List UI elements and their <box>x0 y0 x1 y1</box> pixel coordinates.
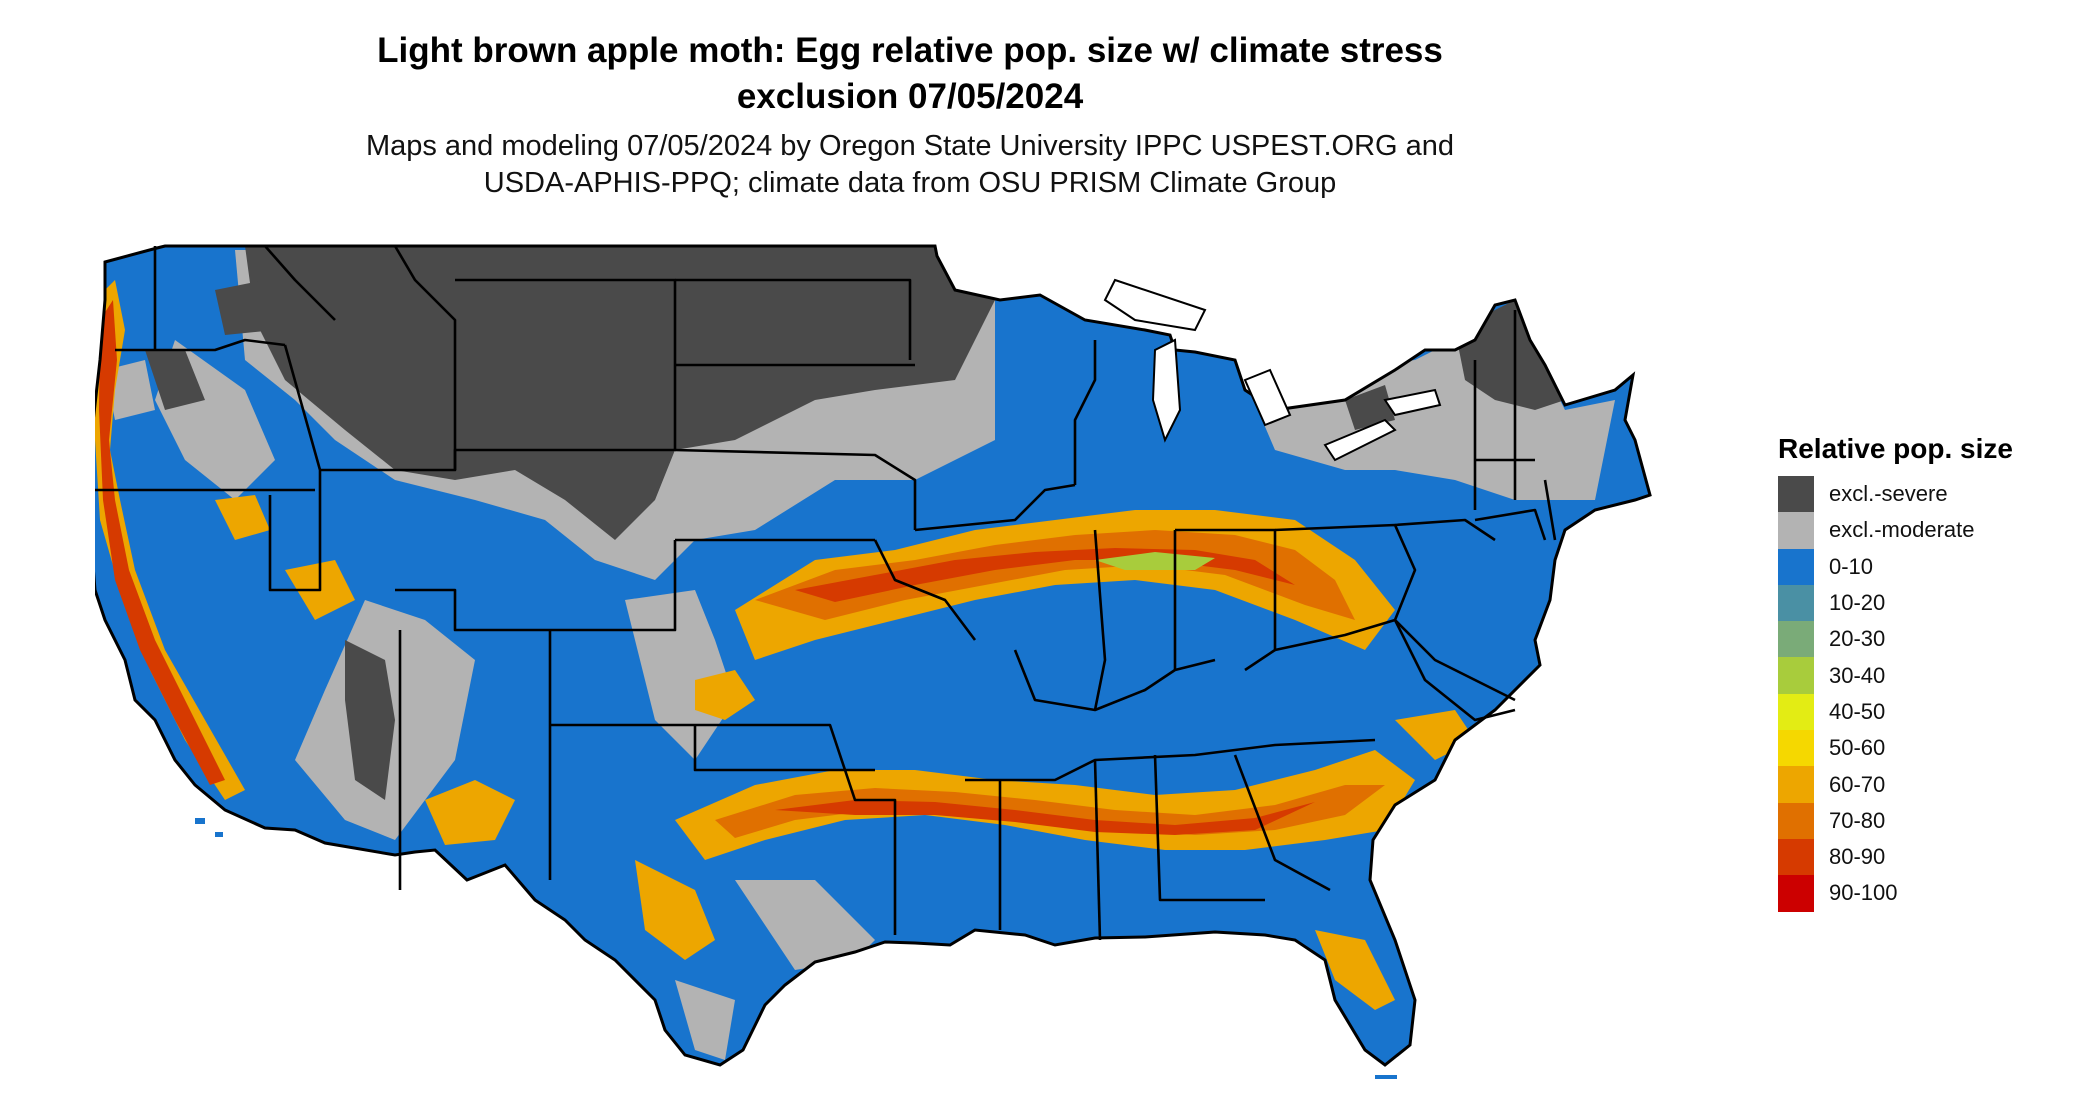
legend-label: 60-70 <box>1829 771 1886 797</box>
us-map <box>95 244 1652 1079</box>
legend-swatch <box>1778 621 1814 658</box>
legend-swatch <box>1778 584 1814 622</box>
legend-label: 80-90 <box>1829 844 1886 870</box>
legend-label: 20-30 <box>1829 626 1886 652</box>
legend-label: excl.-severe <box>1829 481 1948 507</box>
legend-item: 0-10 <box>1778 548 2013 585</box>
legend-item: 10-20 <box>1778 584 2013 622</box>
legend-swatch <box>1778 766 1814 803</box>
legend-item: 70-80 <box>1778 802 2013 839</box>
legend-swatch <box>1778 730 1814 767</box>
legend-items: excl.-severe excl.-moderate 0-10 10-20 20-30… <box>1778 476 2013 912</box>
legend-label: 70-80 <box>1829 807 1886 833</box>
legend-swatch <box>1778 657 1814 694</box>
map-title: Light brown apple moth: Egg relative pop… <box>350 28 1470 120</box>
legend-label: 40-50 <box>1829 698 1886 724</box>
state-borders <box>95 245 1557 941</box>
legend-label: excl.-moderate <box>1829 517 1975 543</box>
legend-item: excl.-moderate <box>1778 512 2013 549</box>
legend-label: 30-40 <box>1829 662 1886 688</box>
legend-swatch <box>1778 548 1814 585</box>
legend-item: 50-60 <box>1778 730 2013 767</box>
legend-label: 10-20 <box>1829 590 1886 616</box>
legend-item: 60-70 <box>1778 766 2013 803</box>
legend-swatch <box>1778 512 1814 549</box>
legend-title: Relative pop. size <box>1778 433 2013 464</box>
excl-severe-zone <box>145 246 1565 800</box>
legend-swatch <box>1778 838 1814 876</box>
southern-suitable-band <box>675 750 1415 860</box>
legend-label: 90-100 <box>1829 880 1898 906</box>
legend-item: 90-100 <box>1778 875 2013 912</box>
legend-item: 30-40 <box>1778 657 2013 694</box>
northern-suitable-band <box>735 510 1395 660</box>
map-subtitle-line2: USDA-APHIS-PPQ; climate data from OSU PR… <box>483 167 1337 199</box>
legend-item: 80-90 <box>1778 838 2013 876</box>
legend-swatch <box>1778 802 1814 839</box>
legend-label: 50-60 <box>1829 735 1886 761</box>
legend-swatch <box>1778 875 1814 912</box>
coastal-islands <box>195 818 1397 1079</box>
map-subtitle-line1: Maps and modeling 07/05/2024 by Oregon S… <box>365 130 1455 162</box>
legend-item: 40-50 <box>1778 693 2013 731</box>
west-coast-band <box>95 280 245 800</box>
legend-swatch <box>1778 476 1814 513</box>
legend-item: 20-30 <box>1778 621 2013 658</box>
legend-item: excl.-severe <box>1778 476 2013 513</box>
map-title-line1: Light brown apple moth: Egg relative pop… <box>377 31 1443 70</box>
great-lakes <box>1103 278 1442 462</box>
legend-swatch <box>1778 693 1814 731</box>
map-subtitle: Maps and modeling 07/05/2024 by Oregon S… <box>350 128 1470 202</box>
map-legend: Relative pop. size excl.-severe excl.-mod… <box>1778 432 2013 912</box>
map-title-line2: exclusion 07/05/2024 <box>736 77 1084 116</box>
legend-label: 0-10 <box>1829 553 1874 579</box>
